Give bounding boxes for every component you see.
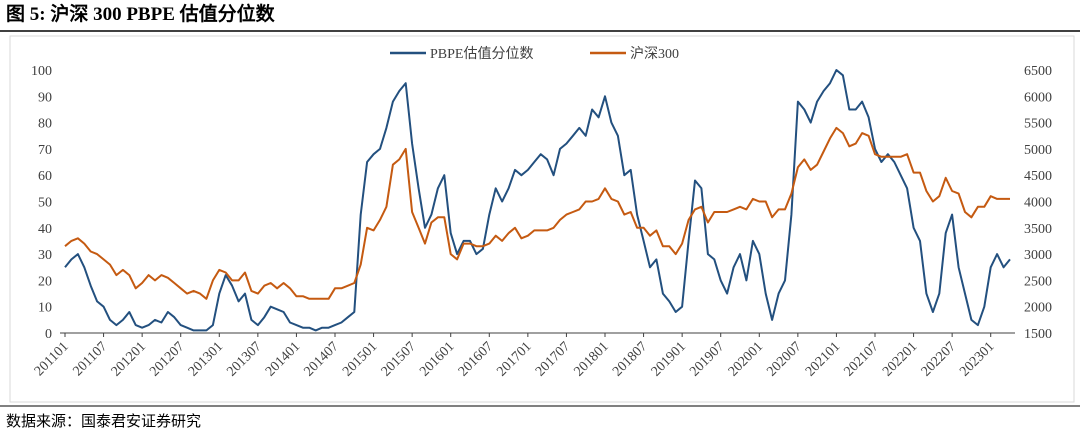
x-tick-label: 201307 [224, 339, 264, 379]
y2-tick-label: 2000 [1024, 301, 1052, 316]
x-tick-label: 201607 [456, 339, 496, 379]
y2-tick-label: 4000 [1024, 196, 1052, 211]
source: 数据来源：国泰君安证券研究 [6, 413, 201, 430]
x-tick-label: 201407 [302, 339, 342, 379]
y2-tick-label: 5000 [1024, 143, 1052, 158]
x-tick-label: 201301 [186, 339, 226, 379]
y2-tick-label: 1500 [1024, 327, 1052, 342]
x-tick-label: 201901 [649, 339, 689, 379]
y-tick-label: 0 [45, 327, 52, 342]
x-tick-label: 201907 [687, 339, 727, 379]
x-tick-label: 202101 [803, 339, 843, 379]
y-tick-label: 90 [38, 90, 52, 105]
y-tick-label: 40 [38, 222, 52, 237]
x-tick-label: 202007 [764, 339, 804, 379]
x-tick-label: 201501 [340, 339, 380, 379]
series-line [64, 69, 1011, 332]
y-tick-label: 20 [38, 274, 52, 289]
x-tick-label: 201701 [494, 339, 534, 379]
x-tick-label: 201707 [533, 339, 573, 379]
y-tick-label: 80 [38, 117, 52, 132]
x-tick-label: 201601 [417, 339, 457, 379]
x-tick-label: 201807 [610, 339, 650, 379]
x-tick-label: 201107 [70, 339, 110, 379]
x-tick-label: 201201 [109, 339, 149, 379]
y-tick-label: 70 [38, 143, 52, 158]
legend-label: 沪深300 [630, 46, 679, 62]
y-tick-label: 30 [38, 248, 52, 263]
x-tick-label: 201507 [379, 339, 419, 379]
x-tick-label: 201401 [263, 339, 303, 379]
chart-title: 图 5: 沪深 300 PBPE 估值分位数 [6, 2, 276, 25]
y-tick-label: 60 [38, 169, 52, 184]
y-tick-label: 50 [38, 196, 52, 211]
x-tick-label: 201801 [572, 339, 612, 379]
x-tick-label: 201207 [147, 339, 187, 379]
y2-tick-label: 6000 [1024, 90, 1052, 105]
y2-tick-label: 3500 [1024, 222, 1052, 237]
y2-tick-label: 6500 [1024, 64, 1052, 79]
y2-tick-label: 2500 [1024, 274, 1052, 289]
y2-tick-label: 5500 [1024, 117, 1052, 132]
x-tick-label: 201101 [32, 339, 72, 379]
x-tick-label: 202201 [880, 339, 920, 379]
chart-frame [9, 35, 1075, 403]
y-tick-label: 100 [31, 64, 52, 79]
x-tick-label: 202107 [842, 339, 882, 379]
y2-tick-label: 3000 [1024, 248, 1052, 263]
series-line [64, 126, 1010, 300]
legend-label: PBPE估值分位数 [430, 46, 533, 62]
y2-tick-label: 4500 [1024, 169, 1052, 184]
y-tick-label: 10 [38, 301, 52, 316]
x-tick-label: 202301 [957, 339, 997, 379]
x-tick-label: 202207 [919, 339, 959, 379]
x-tick-label: 202001 [726, 339, 766, 379]
